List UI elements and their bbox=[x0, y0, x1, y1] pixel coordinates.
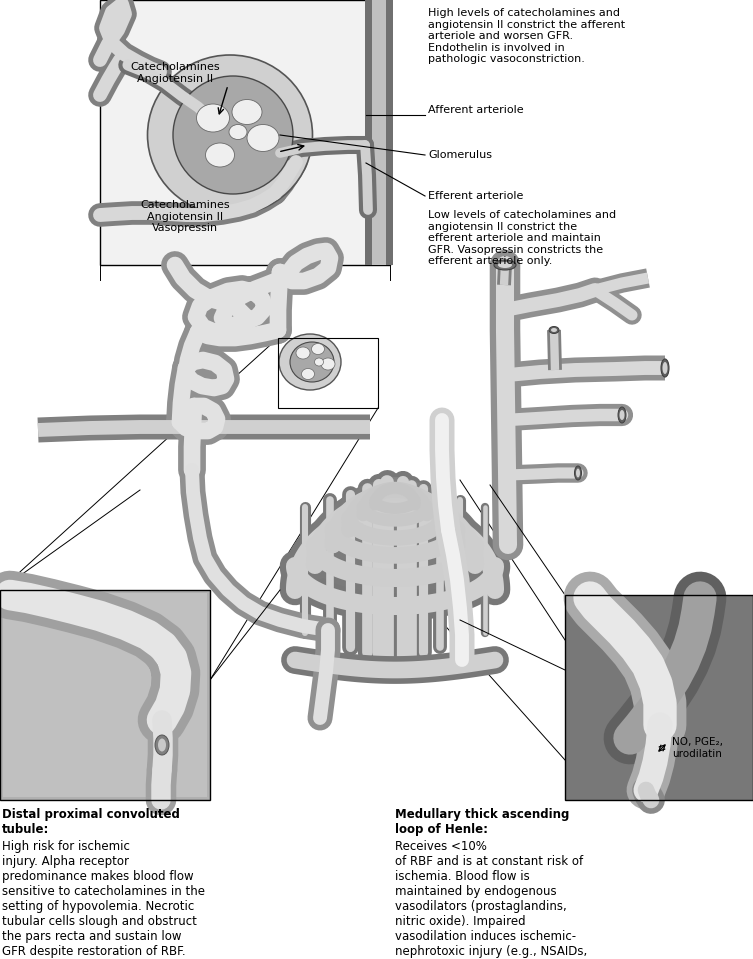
Text: Medullary thick ascending
loop of Henle:: Medullary thick ascending loop of Henle: bbox=[395, 808, 569, 836]
Ellipse shape bbox=[232, 100, 262, 125]
Ellipse shape bbox=[494, 260, 516, 270]
Ellipse shape bbox=[551, 328, 557, 332]
Ellipse shape bbox=[155, 735, 169, 755]
Text: High levels of catecholamines and
angiotensin II constrict the afferent
arteriol: High levels of catecholamines and angiot… bbox=[428, 8, 625, 64]
Text: NO, PGE₂,
urodilatin: NO, PGE₂, urodilatin bbox=[672, 737, 723, 759]
Bar bbox=[0, 590, 210, 800]
Ellipse shape bbox=[620, 410, 624, 420]
Ellipse shape bbox=[315, 358, 324, 366]
Text: Catecholamines
Angiotensin II
Vasopressin: Catecholamines Angiotensin II Vasopressi… bbox=[140, 200, 230, 233]
Ellipse shape bbox=[279, 334, 341, 390]
Text: Afferent arteriole: Afferent arteriole bbox=[428, 105, 523, 115]
Bar bbox=[3, 593, 207, 797]
Ellipse shape bbox=[618, 407, 626, 423]
Ellipse shape bbox=[158, 738, 166, 752]
Ellipse shape bbox=[197, 104, 230, 132]
Text: Receives <10%
of RBF and is at constant risk of
ischemia. Blood flow is
maintain: Receives <10% of RBF and is at constant … bbox=[395, 840, 587, 959]
Ellipse shape bbox=[576, 469, 580, 478]
Text: Catecholamines
Angiotensin II: Catecholamines Angiotensin II bbox=[130, 62, 220, 83]
Ellipse shape bbox=[296, 347, 310, 359]
Ellipse shape bbox=[312, 343, 325, 355]
Text: Distal proximal convoluted
tubule:: Distal proximal convoluted tubule: bbox=[2, 808, 180, 836]
Text: Efferent arteriole: Efferent arteriole bbox=[428, 191, 523, 201]
Bar bbox=[372, 0, 386, 265]
Ellipse shape bbox=[290, 342, 334, 382]
Ellipse shape bbox=[321, 358, 335, 370]
Ellipse shape bbox=[661, 359, 669, 377]
Bar bbox=[565, 595, 753, 800]
Ellipse shape bbox=[173, 76, 293, 194]
Ellipse shape bbox=[663, 362, 667, 374]
Ellipse shape bbox=[575, 466, 581, 480]
Ellipse shape bbox=[148, 55, 312, 215]
Ellipse shape bbox=[229, 125, 247, 139]
Text: Glomerulus: Glomerulus bbox=[428, 150, 492, 160]
Ellipse shape bbox=[301, 368, 315, 380]
Text: Low levels of catecholamines and
angiotensin II constrict the
efferent arteriole: Low levels of catecholamines and angiote… bbox=[428, 210, 616, 267]
Ellipse shape bbox=[247, 125, 279, 152]
Bar bbox=[0, 590, 210, 800]
Bar bbox=[100, 0, 390, 265]
Ellipse shape bbox=[206, 143, 234, 167]
Bar bbox=[365, 0, 393, 265]
Bar bbox=[565, 595, 753, 800]
Ellipse shape bbox=[549, 326, 559, 334]
Bar bbox=[278, 338, 378, 408]
Text: High risk for ischemic
injury. Alpha receptor
predominance makes blood flow
sens: High risk for ischemic injury. Alpha rec… bbox=[2, 840, 205, 958]
Ellipse shape bbox=[498, 262, 512, 268]
